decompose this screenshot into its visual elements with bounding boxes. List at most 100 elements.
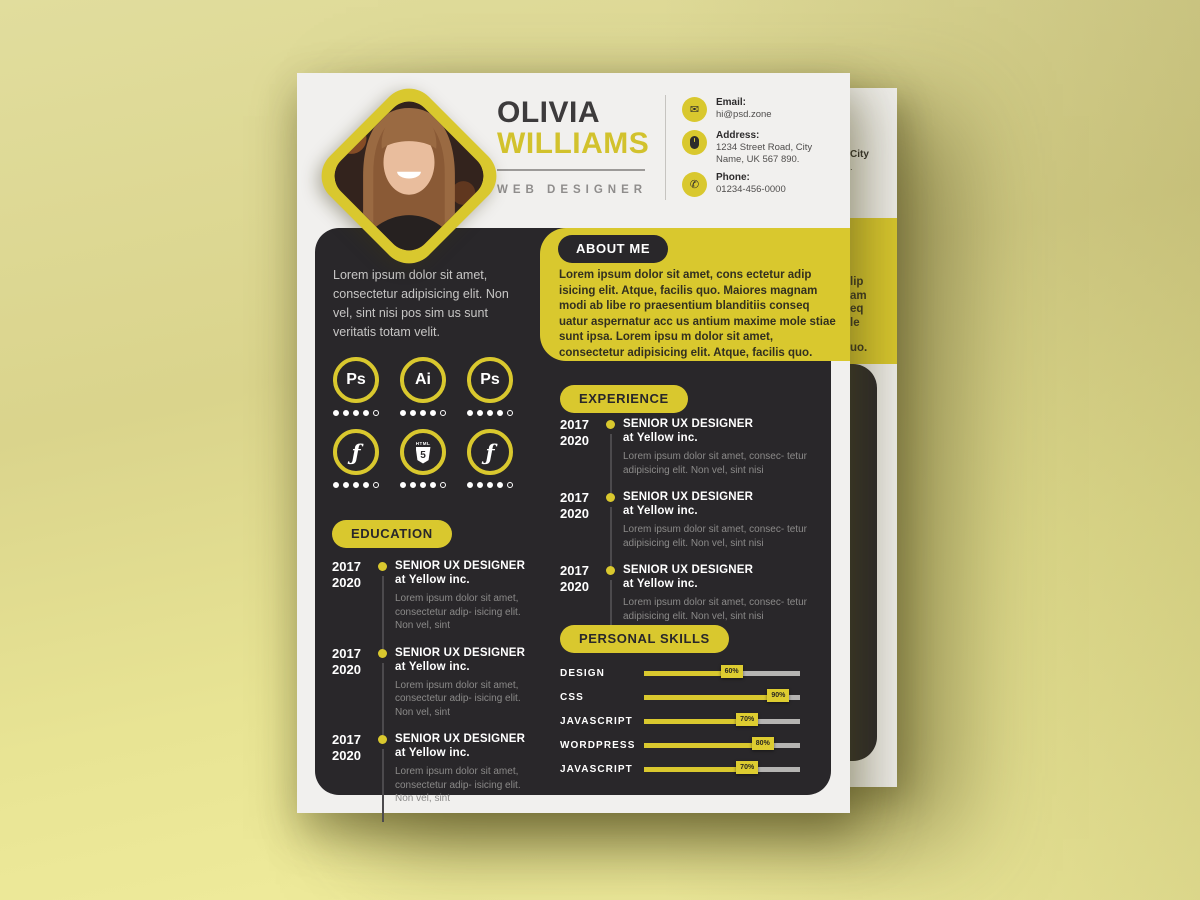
dot-filled xyxy=(333,482,339,488)
skill-row: JAVASCRIPT 70% xyxy=(560,709,800,733)
timeline-dot xyxy=(606,420,615,429)
entry-subtitle: at Yellow inc. xyxy=(623,578,698,590)
rating-dots xyxy=(400,410,446,416)
email-value: hi@psd.zone xyxy=(716,109,772,120)
email-icon: ✉ xyxy=(682,97,707,122)
contact-email: ✉ Email: hi@psd.zone xyxy=(682,97,837,122)
personal-skills-heading: PERSONAL SKILLS xyxy=(560,625,729,653)
skill-row: DESIGN 60% xyxy=(560,661,800,685)
skill-label: JAVASCRIPT xyxy=(560,715,633,727)
photoshop-icon: Ps xyxy=(467,357,513,403)
skill-row: JAVASCRIPT 70% xyxy=(560,757,800,781)
timeline-dot xyxy=(606,493,615,502)
timeline-line xyxy=(381,576,384,649)
illustrator-icon: Ai xyxy=(400,357,446,403)
entry-years: 2017 2020 xyxy=(560,417,589,448)
dot-filled xyxy=(420,482,426,488)
skill-percent-badge: 70% xyxy=(736,712,759,726)
skill-row: WORDPRESS 80% xyxy=(560,733,800,757)
entry-title: SENIOR UX DESIGNER xyxy=(623,564,754,576)
tool-flash-2: ƒ xyxy=(467,429,513,488)
entry-body: Lorem ipsum dolor sit amet, consec- tetu… xyxy=(623,597,807,622)
entry-body: Lorem ipsum dolor sit amet, consectetur … xyxy=(395,766,521,804)
timeline-line xyxy=(381,749,384,822)
about-section: ABOUT ME Lorem ipsum dolor sit amet, con… xyxy=(540,228,850,361)
rating-dots xyxy=(333,482,379,488)
entry-years: 2017 2020 xyxy=(560,563,589,594)
rating-dots xyxy=(467,482,513,488)
dot-filled xyxy=(467,482,473,488)
skill-bar: 80% xyxy=(644,736,800,750)
entry-title: SENIOR UX DESIGNER xyxy=(395,646,526,659)
address-value: 1234 Street Road, City Name, UK 567 890. xyxy=(716,142,813,165)
phone-label: Phone: xyxy=(716,172,750,183)
dot-filled xyxy=(353,410,359,416)
dot-filled xyxy=(410,482,416,488)
photoshop-icon: Ps xyxy=(333,357,379,403)
intro-text: Lorem ipsum dolor sit amet, consectetur … xyxy=(333,268,509,339)
entry-body: Lorem ipsum dolor sit amet, consec- tetu… xyxy=(623,451,807,476)
dot-filled xyxy=(353,482,359,488)
skill-bar-fill: 60% xyxy=(644,664,743,678)
education-timeline: 2017 2020 SENIOR UX DESIGNER at Yellow inc… xyxy=(332,559,528,822)
flash-icon: ƒ xyxy=(467,429,513,475)
dot-filled xyxy=(363,482,369,488)
entry-years: 2017 2020 xyxy=(332,645,361,677)
timeline-dot xyxy=(606,566,615,575)
tool-illustrator: Ai xyxy=(400,357,446,416)
dot-filled xyxy=(363,410,369,416)
skill-percent-badge: 80% xyxy=(751,736,774,750)
dot-filled xyxy=(420,410,426,416)
experience-entry: 2017 2020 SENIOR UX DESIGNER at Yellow inc… xyxy=(560,417,818,493)
contact-address: Address: 1234 Street Road, City Name, UK… xyxy=(682,130,837,166)
tool-skills-grid: Ps Ai Ps ƒ HTML 5 xyxy=(333,357,513,488)
skill-bar: 60% xyxy=(644,664,800,678)
entry-body: Lorem ipsum dolor sit amet, consectetur … xyxy=(395,679,521,718)
dot-filled xyxy=(400,410,406,416)
entry-years: 2017 2020 xyxy=(332,559,361,590)
skill-label: JAVASCRIPT xyxy=(560,763,633,775)
timeline-dot xyxy=(378,735,387,744)
entry-title: SENIOR UX DESIGNER xyxy=(623,418,754,430)
timeline-line xyxy=(609,580,612,639)
skill-label: DESIGN xyxy=(560,667,605,679)
skill-row: CSS 90% xyxy=(560,685,800,709)
dot-filled xyxy=(343,482,349,488)
rating-dots xyxy=(333,410,379,416)
experience-entry: 2017 2020 SENIOR UX DESIGNER at Yellow inc… xyxy=(560,563,818,639)
skills-list: DESIGN 60% CSS 90% JAVASCRIPT xyxy=(560,661,800,781)
dot-filled xyxy=(487,482,493,488)
address-label: Address: xyxy=(716,130,760,141)
name-block: OLIVIA WILLIAMS WEB DESIGNER xyxy=(497,98,662,196)
tool-photoshop-2: Ps xyxy=(467,357,513,416)
timeline-dot xyxy=(378,562,387,571)
flash-icon: ƒ xyxy=(333,429,379,475)
skill-percent-badge: 90% xyxy=(767,688,790,702)
back-page-address-line-2: . xyxy=(850,162,853,173)
experience-timeline: 2017 2020 SENIOR UX DESIGNER at Yellow inc… xyxy=(560,417,818,639)
header-divider xyxy=(665,95,666,200)
entry-title: SENIOR UX DESIGNER xyxy=(395,560,526,572)
tool-flash: ƒ xyxy=(333,429,379,488)
experience-entry: 2017 2020 SENIOR UX DESIGNER at Yellow inc… xyxy=(560,490,818,566)
dot-filled xyxy=(477,410,483,416)
education-heading: EDUCATION xyxy=(332,520,452,548)
dot-empty xyxy=(373,410,379,416)
skill-bar-fill: 70% xyxy=(644,760,759,774)
tool-photoshop: Ps xyxy=(333,357,379,416)
resume-page: ABOUT ME Lorem ipsum dolor sit amet, con… xyxy=(297,73,850,822)
dot-filled xyxy=(333,410,339,416)
dot-empty xyxy=(440,410,446,416)
first-name: OLIVIA xyxy=(497,96,601,129)
skill-bar: 70% xyxy=(644,760,800,774)
entry-subtitle: at Yellow inc. xyxy=(623,505,698,517)
last-name: WILLIAMS xyxy=(497,127,650,160)
experience-heading: EXPERIENCE xyxy=(560,385,688,413)
email-label: Email: xyxy=(716,97,747,108)
dot-empty xyxy=(373,482,379,488)
entry-body: Lorem ipsum dolor sit amet, consec- tetu… xyxy=(623,524,807,549)
dot-filled xyxy=(497,482,503,488)
dot-empty xyxy=(440,482,446,488)
dot-filled xyxy=(410,410,416,416)
entry-years: 2017 2020 xyxy=(332,732,361,763)
